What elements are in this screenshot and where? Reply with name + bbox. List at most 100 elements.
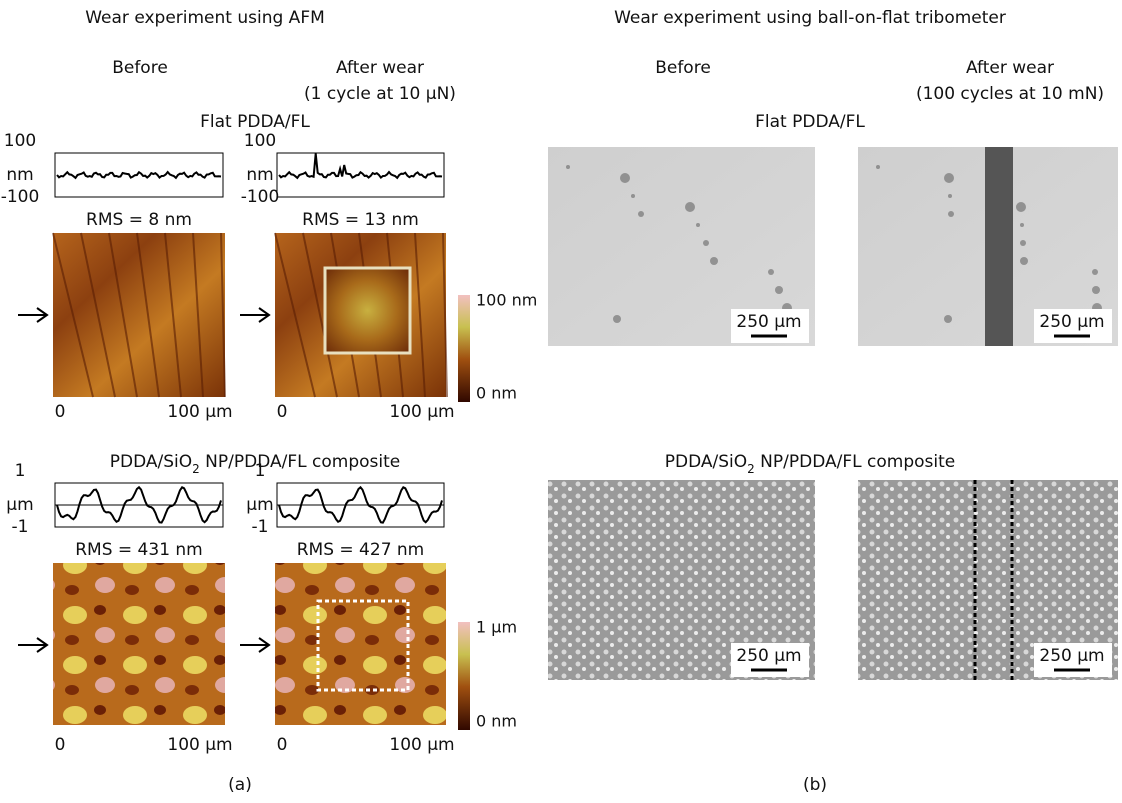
- scratch: [52, 232, 94, 398]
- scratch: [274, 232, 316, 398]
- colorbar-top: 1 µm: [476, 618, 517, 637]
- scale-bar-label: 250 µm: [1039, 646, 1104, 666]
- colorbar: [458, 622, 470, 730]
- label-part: Flat PDDA/FL: [755, 112, 865, 132]
- profile-axis-top: 100: [4, 131, 36, 151]
- label-part: 2: [747, 462, 755, 476]
- x-axis-end: 100 µm: [389, 402, 454, 422]
- x-axis-end: 100 µm: [167, 402, 232, 422]
- profile-box: [54, 152, 224, 198]
- profile-line: [56, 485, 222, 524]
- x-axis-start: 0: [277, 735, 288, 755]
- afm-image: [53, 233, 225, 397]
- scratch: [220, 232, 226, 398]
- defect: [685, 202, 695, 212]
- defect: [1092, 269, 1098, 275]
- x-axis-start: 0: [277, 402, 288, 422]
- scratch: [108, 232, 138, 398]
- defect: [620, 173, 630, 183]
- arrow-head: [258, 637, 271, 653]
- arrow-head: [36, 637, 49, 653]
- profile-axis-unit: nm: [246, 165, 273, 185]
- defect: [948, 211, 954, 217]
- profile-axis-unit: µm: [246, 495, 273, 515]
- label-part: PDDA/SiO: [110, 452, 192, 472]
- profile-box: [276, 152, 445, 198]
- profile-axis-unit: nm: [6, 165, 33, 185]
- rms-label: RMS = 8 nm: [86, 210, 192, 230]
- defect: [1020, 240, 1026, 246]
- caption: (b): [803, 775, 827, 795]
- defect: [944, 173, 954, 183]
- arrow-head: [36, 307, 49, 323]
- defect: [876, 165, 880, 169]
- scratch: [80, 232, 116, 398]
- rms-label: RMS = 427 nm: [297, 540, 425, 560]
- colorbar-bottom: 0 nm: [476, 384, 517, 403]
- row-label: PDDA/SiO2 NP/PDDA/FL composite: [110, 452, 400, 476]
- wear-track: [985, 147, 1013, 346]
- profile-axis-top: 100: [244, 131, 276, 151]
- defect: [1092, 286, 1100, 294]
- scratch: [414, 232, 426, 398]
- defect: [710, 257, 718, 265]
- rms-label: RMS = 13 nm: [302, 210, 419, 230]
- afm-image: [53, 563, 225, 725]
- row-label: PDDA/SiO2 NP/PDDA/FL composite: [665, 452, 955, 476]
- column-title: After wear: [966, 58, 1054, 78]
- defect: [1020, 223, 1024, 227]
- profile-axis-bottom: -100: [241, 187, 280, 207]
- profile-axis-bottom: -1: [12, 517, 29, 537]
- profile-line: [278, 153, 443, 180]
- x-axis-start: 0: [55, 735, 66, 755]
- defect: [775, 286, 783, 294]
- heading: Wear experiment using ball-on-flat tribo…: [614, 8, 1006, 28]
- profile-axis-unit: µm: [6, 495, 33, 515]
- defect: [638, 211, 644, 217]
- column-subtitle: (1 cycle at 10 µN): [304, 84, 456, 104]
- wear-area: [323, 266, 412, 355]
- defect: [631, 194, 635, 198]
- scratch: [136, 232, 160, 398]
- defect: [1016, 202, 1026, 212]
- x-axis-end: 100 µm: [167, 735, 232, 755]
- column-title: Before: [112, 58, 168, 78]
- profile-line: [56, 170, 222, 180]
- label-part: NP/PDDA/FL composite: [200, 452, 400, 472]
- scratch: [192, 232, 204, 398]
- profile-line: [278, 485, 443, 524]
- colorbar: [458, 295, 470, 402]
- defect: [613, 315, 621, 323]
- scratch: [164, 232, 182, 398]
- column-title: After wear: [336, 58, 424, 78]
- arrow-head: [258, 307, 271, 323]
- x-axis-end: 100 µm: [389, 735, 454, 755]
- rms-label: RMS = 431 nm: [75, 540, 203, 560]
- scale-bar-label: 250 µm: [736, 312, 801, 332]
- label-part: NP/PDDA/FL composite: [755, 452, 955, 472]
- defect: [768, 269, 774, 275]
- defect: [566, 165, 570, 169]
- defect: [703, 240, 709, 246]
- profile-axis-top: 1: [255, 461, 266, 481]
- defect: [948, 194, 952, 198]
- column-subtitle: (100 cycles at 10 mN): [916, 84, 1104, 104]
- label-part: 2: [192, 462, 200, 476]
- defect: [1020, 257, 1028, 265]
- profile-axis-top: 1: [15, 461, 26, 481]
- colorbar-bottom: 0 nm: [476, 712, 517, 731]
- label-part: Flat PDDA/FL: [200, 112, 310, 132]
- afm-image: [275, 563, 446, 725]
- defect: [944, 315, 952, 323]
- defect: [696, 223, 700, 227]
- scratch: [302, 232, 338, 398]
- scale-bar-label: 250 µm: [736, 646, 801, 666]
- scale-bar-label: 250 µm: [1039, 312, 1104, 332]
- scratch: [442, 232, 448, 398]
- heading: Wear experiment using AFM: [85, 8, 325, 28]
- wear-outline: [316, 599, 410, 692]
- row-label: Flat PDDA/FL: [200, 112, 310, 132]
- caption: (a): [228, 775, 252, 795]
- colorbar-top: 100 nm: [476, 291, 537, 310]
